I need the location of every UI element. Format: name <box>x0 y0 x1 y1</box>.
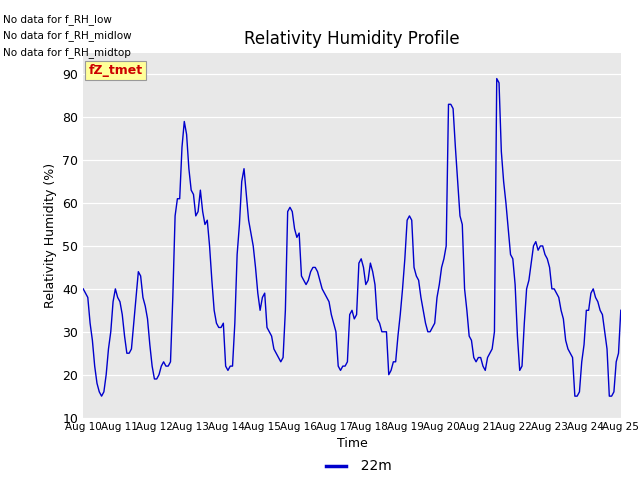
Title: Relativity Humidity Profile: Relativity Humidity Profile <box>244 30 460 48</box>
Text: 22m: 22m <box>352 458 392 473</box>
X-axis label: Time: Time <box>337 437 367 450</box>
Text: fZ_tmet: fZ_tmet <box>88 64 143 77</box>
Y-axis label: Relativity Humidity (%): Relativity Humidity (%) <box>44 163 57 308</box>
Text: No data for f_RH_low: No data for f_RH_low <box>3 13 112 24</box>
Text: No data for f_RH_midtop: No data for f_RH_midtop <box>3 47 131 58</box>
Text: No data for f_RH_midlow: No data for f_RH_midlow <box>3 30 132 41</box>
